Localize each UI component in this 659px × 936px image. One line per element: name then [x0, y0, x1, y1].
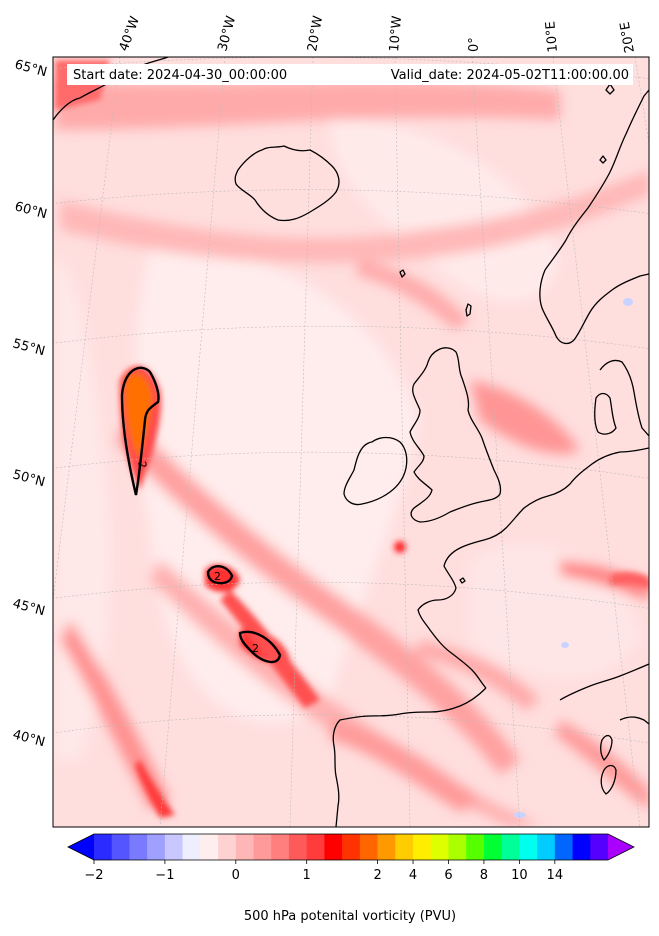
coast-continent [417, 447, 649, 689]
longitude-labels: 40°W 30°W 20°W 10°W 0° 10°E 20°E [117, 14, 638, 54]
coast-iberia [332, 687, 487, 827]
contour-label: 2 [214, 570, 221, 583]
colorbar-ticks: −2 −1 0 1 2 4 6 8 10 14 [84, 860, 563, 883]
start-date: Start date: 2024-04-30_00:00:00 [73, 68, 287, 83]
colorbar-cell [235, 834, 254, 860]
coast-shetland [465, 303, 472, 317]
lon-label: 20°E [618, 21, 638, 54]
colorbar-cell [271, 834, 290, 860]
colorbar-cell [554, 834, 573, 860]
coast-italy [619, 716, 649, 725]
pv-field: 2 2 2 [53, 57, 649, 827]
contour-3 [238, 630, 282, 664]
colorbar-label: 500 hPa potenital vorticity (PVU) [244, 909, 456, 924]
colorbar-cell [147, 834, 166, 860]
colorbar-tick-label: 0 [232, 868, 240, 883]
coast-great-britain [409, 347, 502, 523]
lon-label: 10°W [387, 15, 405, 52]
colorbar-cell [111, 834, 130, 860]
contour-1 [120, 366, 160, 496]
graticule [53, 57, 649, 827]
colorbar-cell [448, 834, 467, 860]
coastlines [53, 57, 649, 827]
lat-label: 40°N [11, 727, 47, 750]
colorbar-tick-label: −1 [155, 868, 174, 883]
coast-south-norway [539, 269, 649, 345]
colorbar-tick-label: 1 [303, 868, 311, 883]
colorbar-cell [164, 834, 183, 860]
colorbar-cell [342, 834, 361, 860]
coast-sweden [599, 359, 649, 437]
valid-date: Valid_date: 2024-05-02T11:00:00.00 [391, 68, 629, 83]
colorbar-cell [590, 834, 609, 860]
colorbar-cell [306, 834, 325, 860]
lon-label: 10°E [543, 21, 561, 53]
colorbar-tick-label: 4 [409, 868, 417, 883]
pv-2-contours [120, 366, 282, 664]
colorbar-extend-min [68, 834, 94, 860]
coast-denmark [594, 392, 617, 435]
lat-label: 55°N [11, 336, 47, 359]
colorbar-cell [200, 834, 219, 860]
coast-channel-islands [459, 577, 466, 584]
negative-pv-patch [623, 298, 633, 306]
contour-label: 2 [135, 460, 149, 469]
pv-bands [55, 80, 649, 827]
colorbar: −2 −1 0 1 2 4 6 8 10 14 500 hPa potenital vortici… [67, 833, 635, 924]
colorbar-cell [182, 834, 201, 860]
header-box [67, 64, 633, 85]
colorbar-cell [466, 834, 485, 860]
negative-pv-patch [514, 812, 526, 818]
lat-label: 60°N [13, 199, 49, 222]
lon-label: 40°W [117, 14, 143, 53]
contour-label: 2 [252, 642, 259, 655]
map-frame [52, 56, 650, 828]
contour-2 [206, 565, 234, 585]
colorbar-cell [501, 834, 520, 860]
lon-label: 30°W [215, 14, 239, 53]
coast-ireland [343, 436, 408, 506]
colorbar-cell [572, 834, 591, 860]
colorbar-cell [129, 834, 148, 860]
colorbar-cell [395, 834, 414, 860]
colorbar-cell [324, 834, 343, 860]
colorbar-cell [218, 834, 237, 860]
negative-pv-patch [561, 642, 569, 648]
colorbar-cell [483, 834, 502, 860]
lat-label: 45°N [11, 596, 47, 619]
colorbar-cell [519, 834, 538, 860]
colorbar-tick-label: 2 [373, 868, 381, 883]
coast-iceland [234, 145, 340, 222]
colorbar-tick-label: 8 [480, 868, 488, 883]
colorbar-cells [94, 834, 609, 860]
colorbar-cell [537, 834, 556, 860]
colorbar-tick-label: 14 [547, 868, 564, 883]
coast-corsica [600, 734, 613, 761]
colorbar-tick-label: −2 [84, 868, 103, 883]
colorbar-cell [377, 834, 396, 860]
lon-label: 0° [467, 37, 482, 52]
coast-norway [544, 89, 649, 271]
lon-label: 20°W [305, 15, 326, 53]
colorbar-tick-label: 10 [511, 868, 528, 883]
latitude-labels: 65°N 60°N 55°N 50°N 45°N 40°N [11, 57, 49, 750]
colorbar-cell [430, 834, 449, 860]
colorbar-cell [94, 834, 113, 860]
colorbar-cell [413, 834, 432, 860]
coast-mediterranean [559, 663, 649, 701]
colorbar-cell [288, 834, 307, 860]
coast-faroe [399, 269, 406, 278]
coast-islands [599, 155, 607, 164]
lat-label: 50°N [11, 467, 47, 490]
colorbar-cell [359, 834, 378, 860]
coast-sardinia [600, 764, 617, 795]
coast-islands [605, 83, 615, 95]
colorbar-cell [253, 834, 272, 860]
colorbar-tick-label: 6 [444, 868, 452, 883]
lat-label: 65°N [13, 57, 49, 80]
colorbar-extend-max [608, 834, 634, 860]
